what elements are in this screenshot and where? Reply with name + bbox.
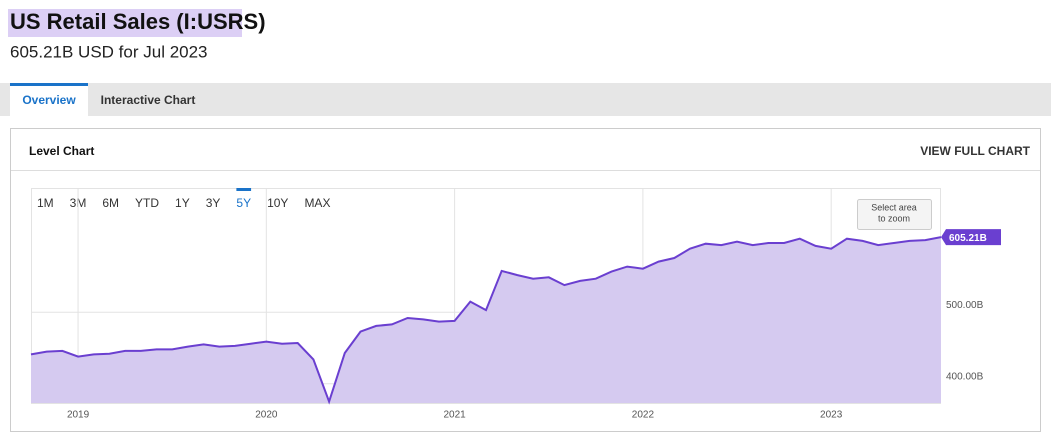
range-button[interactable]: 10Y [267, 196, 288, 210]
tab[interactable]: Overview [22, 93, 76, 107]
tab-indicator [10, 83, 88, 86]
range-button[interactable]: 1M [37, 196, 54, 210]
range-indicator [236, 188, 252, 191]
zoom-hint: Select area [871, 202, 917, 212]
page-title: US Retail Sales (I:USRS) [10, 9, 266, 34]
y-tick-label: 400.00B [946, 371, 984, 382]
range-button[interactable]: MAX [304, 196, 330, 210]
last-value-label: 605.21B [949, 233, 987, 244]
area-fill [31, 237, 941, 403]
x-tick-label: 2023 [820, 410, 843, 421]
title-highlight [8, 9, 242, 37]
x-tick-label: 2020 [255, 410, 278, 421]
x-tick-label: 2019 [67, 410, 90, 421]
tab-active-bg [10, 83, 88, 116]
page-subtitle: 605.21B USD for Jul 2023 [10, 42, 208, 61]
x-tick-label: 2021 [443, 410, 466, 421]
view-full-chart[interactable]: VIEW FULL CHART [920, 144, 1030, 158]
range-button[interactable]: 6M [102, 196, 119, 210]
range-button[interactable]: YTD [135, 196, 159, 210]
line [30, 236, 942, 405]
tab[interactable]: Interactive Chart [101, 93, 196, 107]
tab-bar [0, 83, 1051, 116]
range-button[interactable]: 5Y [236, 196, 251, 210]
zoom-hint: to zoom [878, 213, 910, 223]
zoom-hint-box [857, 199, 932, 230]
range-button[interactable]: 3Y [206, 196, 221, 210]
y-tick-label: 500.00B [946, 300, 984, 311]
last-value-tag [941, 229, 1001, 246]
x-tick-label: 2022 [632, 410, 655, 421]
range-button[interactable]: 1Y [175, 196, 190, 210]
panel-title: Level Chart [29, 144, 94, 158]
